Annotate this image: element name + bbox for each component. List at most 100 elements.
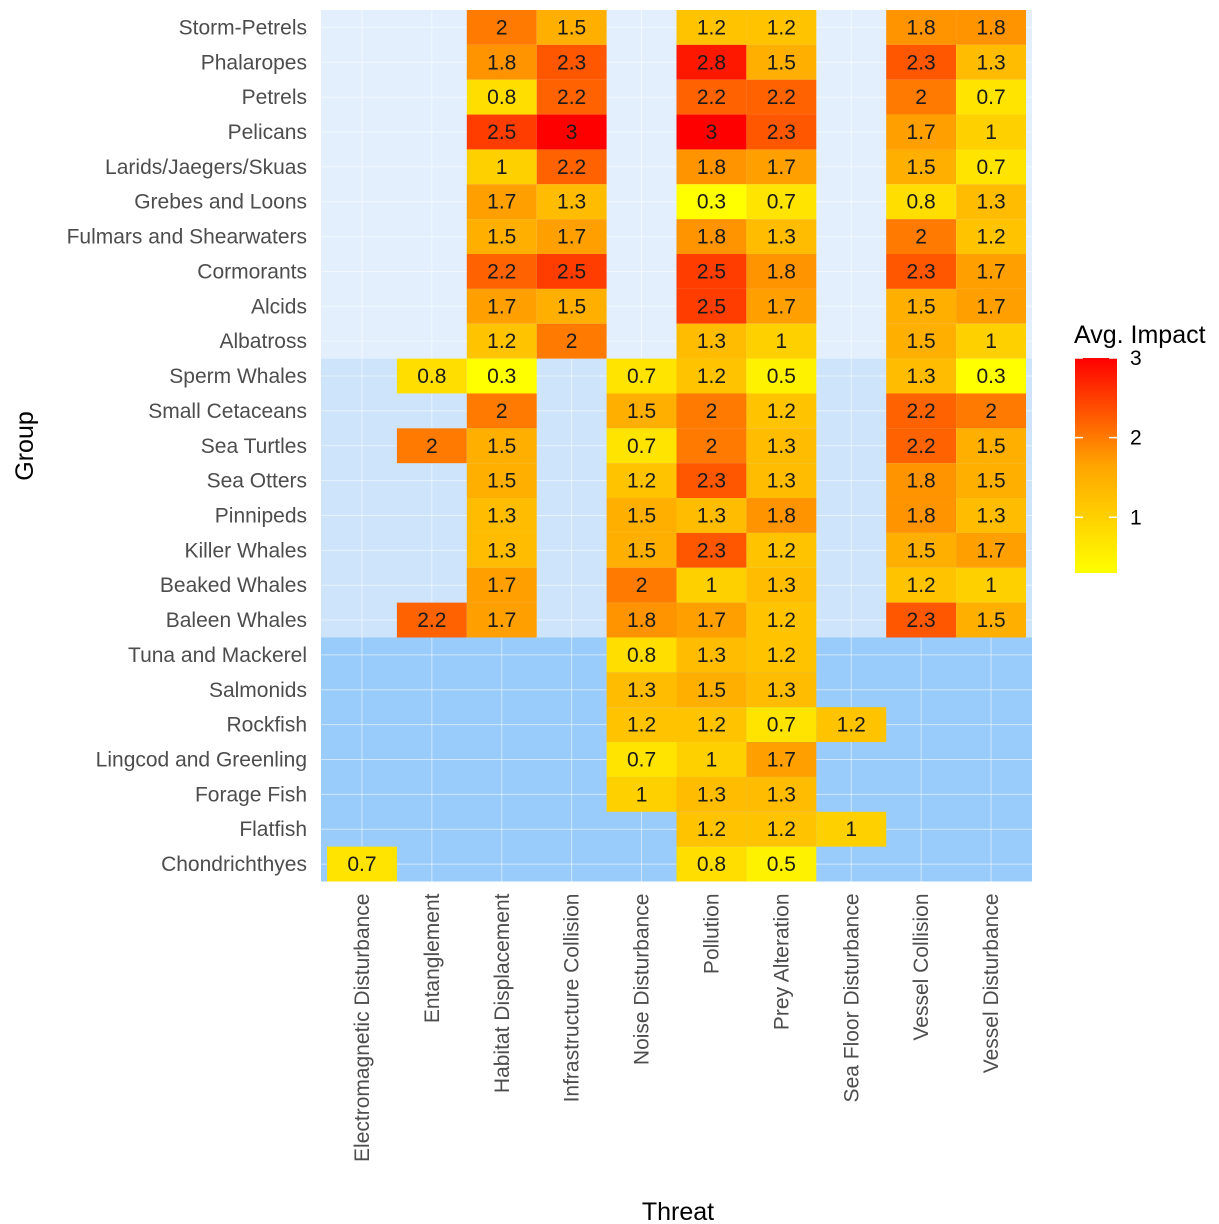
heatmap-cell (466, 567, 537, 603)
cell-value-label: 1.2 (767, 644, 796, 667)
legend-tick-label: 3 (1130, 347, 1142, 370)
cell-value-label: 1.3 (767, 226, 796, 249)
x-tick-label: Electromagnetic Disturbance (351, 894, 374, 1162)
cell-value-label: 1.8 (907, 16, 936, 39)
y-tick-label: Tuna and Mackerel (128, 644, 307, 667)
heatmap-cell (746, 254, 817, 289)
heatmap-cells (327, 10, 1026, 882)
cell-value-label: 1.2 (767, 818, 796, 841)
heatmap-cell (956, 79, 1026, 115)
cell-value-label: 0.7 (627, 748, 656, 771)
cell-value-label: 2.3 (557, 51, 586, 74)
heatmap-cell (746, 149, 817, 185)
y-tick-label: Albatross (219, 330, 307, 353)
cell-value-label: 1.3 (976, 191, 1005, 214)
cell-value-label: 1.3 (976, 504, 1005, 527)
cell-value-label: 1.2 (697, 818, 726, 841)
cell-value-label: 0.7 (976, 156, 1005, 179)
cell-value-label: 0.7 (976, 86, 1005, 109)
heatmap-cell (676, 44, 747, 80)
cell-value-label: 1.3 (487, 504, 516, 527)
heatmap-cell (606, 463, 677, 499)
heatmap-cell (466, 463, 537, 499)
heatmap-cell (466, 10, 537, 45)
cell-value-label: 1.5 (627, 400, 656, 423)
cell-value-label: 1 (985, 121, 997, 144)
heatmap-cell (606, 742, 677, 777)
cell-value-label: 1.3 (697, 783, 726, 806)
cell-value-label: 1.3 (697, 330, 726, 353)
heatmap-cell (466, 393, 537, 429)
y-tick-label: Alcids (251, 295, 307, 318)
heatmap-cell (816, 707, 887, 743)
cell-value-label: 2.3 (907, 260, 936, 283)
heatmap-cell (466, 44, 537, 80)
heatmap-cell (606, 532, 677, 568)
cell-value-label: 1.2 (767, 16, 796, 39)
cell-value-label: 2.2 (697, 86, 726, 109)
heatmap-cell (676, 602, 747, 638)
y-tick-label: Phalaropes (201, 51, 307, 74)
heatmap-cell (676, 79, 747, 115)
heatmap-cell (536, 254, 607, 289)
y-tick-label: Salmonids (209, 679, 307, 702)
cell-value-label: 1.7 (976, 260, 1005, 283)
heatmap-cell (886, 498, 957, 533)
cell-value-label: 0.8 (627, 644, 656, 667)
legend-ticks: 1 2 3 (1075, 347, 1142, 529)
heatmap-cell (956, 219, 1026, 255)
heatmap-cell (676, 254, 747, 289)
heatmap-cell (956, 114, 1026, 150)
cell-value-label: 1.8 (767, 260, 796, 283)
cell-value-label: 1.5 (627, 539, 656, 562)
heatmap-cell (886, 79, 957, 115)
cell-value-label: 1.8 (697, 156, 726, 179)
heatmap-cell (466, 428, 537, 464)
cell-value-label: 0.7 (767, 191, 796, 214)
x-tick-label: Vessel Disturbance (980, 894, 1003, 1074)
cell-value-label: 1.3 (627, 679, 656, 702)
heatmap-cell (956, 567, 1026, 603)
y-tick-label: Pinnipeds (215, 504, 307, 527)
cell-value-label: 1.3 (767, 783, 796, 806)
heatmap-cell (886, 184, 957, 220)
y-tick-label: Sperm Whales (169, 365, 307, 388)
cell-value-label: 1.2 (487, 330, 516, 353)
heatmap-cell (886, 114, 957, 150)
heatmap-cell (676, 776, 747, 812)
cell-value-label: 1.7 (976, 539, 1005, 562)
cell-value-label: 1 (985, 330, 997, 353)
cell-value-label: 2 (706, 400, 718, 423)
heatmap-cell (886, 44, 957, 80)
cell-value-label: 2.8 (697, 51, 726, 74)
cell-value-label: 1.2 (767, 609, 796, 632)
heatmap-cell (956, 10, 1026, 45)
y-tick-label: Sea Turtles (201, 435, 307, 458)
heatmap-cell (746, 219, 817, 255)
heatmap-cell (536, 114, 607, 150)
cell-value-label: 2.2 (487, 260, 516, 283)
cell-value-label: 1.5 (907, 330, 936, 353)
heatmap-cell (536, 149, 607, 185)
cell-value-label: 0.8 (907, 191, 936, 214)
heatmap-cell (676, 184, 747, 220)
heatmap-cell (606, 498, 677, 533)
cell-value-label: 0.7 (627, 435, 656, 458)
heatmap-cell (396, 602, 467, 638)
cell-value-label: 2.3 (767, 121, 796, 144)
cell-value-label: 1 (706, 574, 718, 597)
heatmap-cell (886, 567, 957, 603)
heatmap-cell (606, 602, 677, 638)
heatmap-cell (536, 219, 607, 255)
heatmap-cell (676, 323, 747, 359)
heatmap-cell (746, 323, 817, 359)
cell-value-label: 2.3 (697, 470, 726, 493)
cell-value-label: 2.5 (697, 260, 726, 283)
heatmap-cell (676, 567, 747, 603)
cell-value-label: 1.5 (557, 16, 586, 39)
cell-value-label: 2 (496, 16, 508, 39)
heatmap-cell (746, 776, 817, 812)
heatmap-cell (746, 114, 817, 150)
cell-value-label: 1 (845, 818, 857, 841)
